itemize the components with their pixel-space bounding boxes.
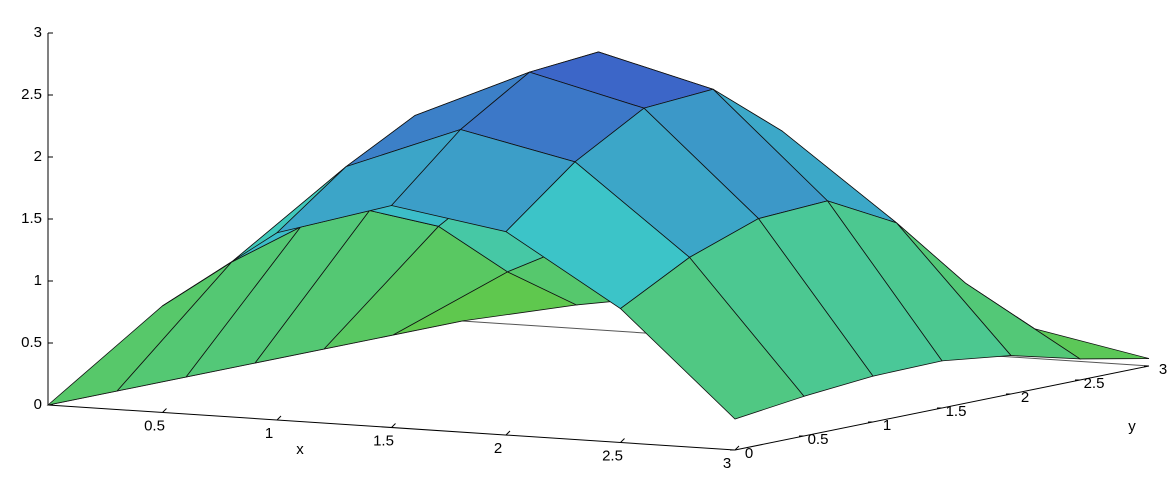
x-tick [162,408,167,413]
z-tick-label: 1.5 [21,210,42,227]
x-tick-label: 2 [494,440,502,457]
x-tick [620,438,625,443]
x-tick-label: 3 [723,455,731,472]
y-tick-label: 3 [1159,361,1167,378]
z-tick-label: 1 [34,272,42,289]
y-tick-label: 1.5 [946,403,967,420]
y-axis-label: y [1128,418,1136,435]
x-axis-label: x [296,441,304,458]
z-tick-label: 2 [34,148,42,165]
x-tick [391,423,396,428]
y-tick-label: 1 [883,417,891,434]
y-tick-label: 0 [745,445,753,462]
y-tick-label: 2.5 [1084,375,1105,392]
z-tick-label: 0 [34,396,42,413]
z-tick-label: 0.5 [21,334,42,351]
y-tick-label: 2 [1021,389,1029,406]
x-tick-label: 1.5 [373,432,394,449]
x-tick [734,445,740,451]
x-tick-label: 0.5 [144,417,165,434]
z-tick-label: 2.5 [21,86,42,103]
x-tick [505,430,511,436]
x-tick [276,415,282,421]
x-tick-label: 2.5 [602,447,623,464]
surface-patch [619,256,805,420]
z-tick-label: 3 [34,24,42,41]
y-tick-label: 0.5 [808,431,829,448]
x-tick-label: 1 [265,425,273,442]
